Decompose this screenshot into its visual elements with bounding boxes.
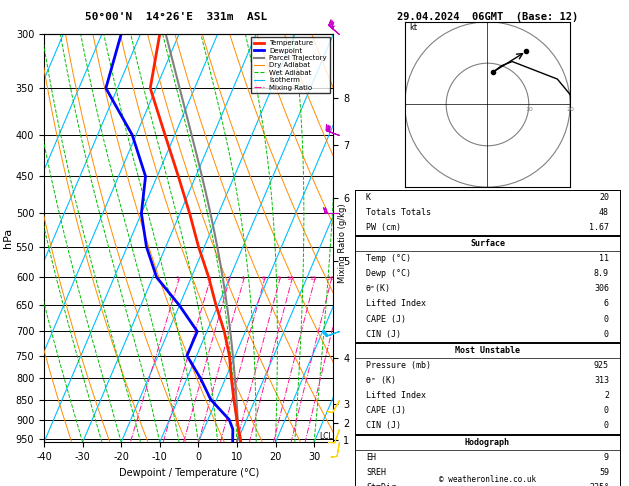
Text: 20: 20 <box>599 192 609 202</box>
Text: 8: 8 <box>277 276 281 281</box>
Text: CAPE (J): CAPE (J) <box>366 406 406 416</box>
Text: Surface: Surface <box>470 239 505 248</box>
Text: Pressure (mb): Pressure (mb) <box>366 361 431 370</box>
Text: 10: 10 <box>287 276 294 281</box>
Text: 9: 9 <box>604 453 609 462</box>
Text: 3: 3 <box>226 276 230 281</box>
Text: 306: 306 <box>594 284 609 294</box>
Text: 1: 1 <box>175 276 179 281</box>
Text: 2: 2 <box>604 391 609 400</box>
Y-axis label: hPa: hPa <box>3 228 13 248</box>
Text: K: K <box>366 192 371 202</box>
Text: 0: 0 <box>604 421 609 431</box>
Text: 1.67: 1.67 <box>589 223 609 232</box>
Text: 15: 15 <box>309 276 318 281</box>
Text: CIN (J): CIN (J) <box>366 421 401 431</box>
Text: 0: 0 <box>604 406 609 416</box>
Text: Hodograph: Hodograph <box>465 438 510 447</box>
Text: 2: 2 <box>207 276 211 281</box>
Legend: Temperature, Dewpoint, Parcel Trajectory, Dry Adiabat, Wet Adiabat, Isotherm, Mi: Temperature, Dewpoint, Parcel Trajectory… <box>251 37 330 93</box>
Text: 925: 925 <box>594 361 609 370</box>
Text: θᵉ (K): θᵉ (K) <box>366 376 396 385</box>
Text: 11: 11 <box>599 254 609 263</box>
Text: CIN (J): CIN (J) <box>366 330 401 339</box>
Y-axis label: km
ASL: km ASL <box>357 238 375 260</box>
Text: PW (cm): PW (cm) <box>366 223 401 232</box>
Text: Lifted Index: Lifted Index <box>366 391 426 400</box>
Text: 8.9: 8.9 <box>594 269 609 278</box>
Text: 50°00'N  14°26'E  331m  ASL: 50°00'N 14°26'E 331m ASL <box>85 12 267 22</box>
Text: CAPE (J): CAPE (J) <box>366 314 406 324</box>
Text: 4: 4 <box>240 276 245 281</box>
Text: LCL: LCL <box>320 432 333 441</box>
Text: EH: EH <box>366 453 376 462</box>
Text: θᵉ(K): θᵉ(K) <box>366 284 391 294</box>
Text: 59: 59 <box>599 468 609 477</box>
Text: 48: 48 <box>599 208 609 217</box>
Text: 0: 0 <box>604 330 609 339</box>
Text: Temp (°C): Temp (°C) <box>366 254 411 263</box>
Text: Totals Totals: Totals Totals <box>366 208 431 217</box>
Text: 6: 6 <box>604 299 609 309</box>
Text: 0: 0 <box>604 314 609 324</box>
Text: Mixing Ratio (g/kg): Mixing Ratio (g/kg) <box>338 203 347 283</box>
Text: kt: kt <box>409 23 417 32</box>
Text: 20: 20 <box>326 276 334 281</box>
Text: 313: 313 <box>594 376 609 385</box>
Text: © weatheronline.co.uk: © weatheronline.co.uk <box>439 474 536 484</box>
Text: 235°: 235° <box>589 483 609 486</box>
Text: 20: 20 <box>566 107 574 112</box>
Text: 29.04.2024  06GMT  (Base: 12): 29.04.2024 06GMT (Base: 12) <box>397 12 578 22</box>
Text: SREH: SREH <box>366 468 386 477</box>
Text: 6: 6 <box>261 276 265 281</box>
Text: StmDir: StmDir <box>366 483 396 486</box>
Text: 10: 10 <box>525 107 533 112</box>
Text: Most Unstable: Most Unstable <box>455 346 520 355</box>
X-axis label: Dewpoint / Temperature (°C): Dewpoint / Temperature (°C) <box>119 468 259 478</box>
Text: Lifted Index: Lifted Index <box>366 299 426 309</box>
Text: Dewp (°C): Dewp (°C) <box>366 269 411 278</box>
